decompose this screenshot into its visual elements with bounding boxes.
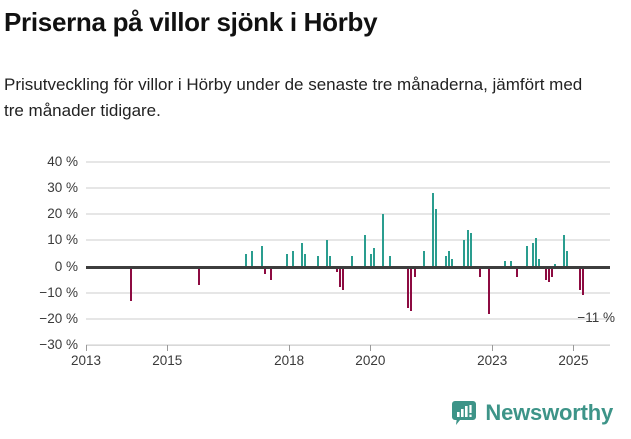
bar	[301, 243, 304, 267]
bar	[563, 235, 566, 267]
last-value-annotation: −11 %	[577, 310, 615, 325]
bar	[245, 253, 248, 267]
x-axis-tick	[573, 345, 575, 351]
x-axis-tick	[370, 345, 372, 351]
x-axis-tick-label: 2020	[355, 353, 386, 368]
bar	[578, 266, 581, 291]
y-axis-tick-label: 30 %	[47, 180, 78, 196]
x-axis-tick-label: 2025	[558, 353, 589, 368]
gridline	[86, 161, 610, 163]
bar	[326, 240, 329, 267]
bar	[488, 266, 491, 314]
x-axis-tick	[492, 345, 494, 351]
bar	[553, 263, 556, 267]
bar	[260, 245, 263, 267]
bar	[407, 266, 410, 309]
bar	[338, 266, 341, 288]
bar	[432, 193, 435, 267]
gridline	[86, 187, 610, 190]
bar	[251, 250, 254, 267]
bar	[566, 250, 569, 267]
bar-series	[86, 162, 610, 345]
bar	[270, 266, 273, 280]
x-axis-tick	[86, 345, 87, 351]
bar-chart: 40 % 30 % 20 % 10 % 0 % −10 % −20 % −30 % 2013 2…	[0, 150, 631, 368]
bar	[538, 258, 541, 267]
bar	[335, 266, 338, 272]
bar	[304, 253, 307, 267]
bar	[422, 250, 425, 267]
bar	[463, 240, 466, 267]
x-axis-tick-label: 2015	[152, 353, 183, 368]
bar	[479, 266, 481, 278]
y-axis-labels: 40 % 30 % 20 % 10 % 0 % −10 % −20 % −30 %	[0, 155, 78, 352]
x-axis-line	[86, 345, 610, 346]
bar	[544, 266, 547, 280]
bar	[198, 266, 201, 285]
gridline	[86, 291, 610, 294]
page-title: Priserna på villor sjönk i Hörby	[4, 7, 378, 37]
bar	[329, 256, 332, 267]
y-axis-tick-label: 20 %	[47, 206, 78, 222]
bar	[372, 248, 375, 267]
x-axis-tick-label: 2018	[274, 353, 305, 368]
zero-axis-line	[86, 265, 610, 269]
bar	[263, 266, 266, 275]
bar	[547, 266, 550, 283]
bar	[450, 258, 453, 267]
bar	[291, 250, 294, 267]
footer: Newsworthy	[0, 396, 631, 439]
bar	[550, 266, 553, 278]
bar	[363, 235, 366, 267]
y-axis-tick-label: −10 %	[39, 284, 78, 300]
newsworthy-logo[interactable]: Newsworthy	[451, 400, 613, 426]
x-axis-tick	[289, 345, 291, 351]
bar	[466, 229, 469, 267]
bar	[525, 245, 528, 267]
y-axis-tick-label: −20 %	[39, 310, 78, 326]
bar	[316, 256, 319, 267]
y-axis-tick-label: 40 %	[47, 154, 78, 169]
x-axis-tick	[167, 345, 169, 351]
page-subtitle: Prisutveckling för villor i Hörby under …	[4, 75, 583, 120]
bar	[435, 209, 438, 267]
bar	[510, 261, 513, 267]
bar	[516, 266, 519, 278]
bar	[469, 232, 472, 267]
x-axis-tick-label: 2013	[70, 353, 102, 368]
bar	[369, 253, 372, 267]
bar	[341, 266, 344, 291]
bar	[382, 214, 385, 267]
bar	[410, 266, 413, 311]
bar	[447, 250, 450, 267]
gridline	[86, 239, 610, 242]
bar	[129, 266, 132, 301]
bar	[444, 256, 447, 267]
logo-text: Newsworthy	[485, 400, 613, 425]
bar	[581, 266, 584, 296]
bar	[532, 243, 535, 267]
x-axis: 2013 2015 2018 2020 2023 2025	[71, 345, 610, 375]
bar	[388, 256, 391, 267]
bar	[535, 237, 538, 267]
bar	[413, 266, 416, 278]
bar	[351, 256, 354, 267]
plot-area	[86, 161, 610, 346]
y-axis-tick-label: 0 %	[54, 258, 78, 274]
gridline	[86, 317, 610, 320]
bar	[285, 253, 288, 267]
y-axis-tick-label: −30 %	[39, 337, 78, 352]
y-axis-tick-label: 10 %	[47, 232, 78, 248]
x-axis-tick-label: 2023	[477, 353, 508, 368]
bar-chart-bubble-icon	[451, 400, 477, 426]
bar	[503, 261, 506, 267]
gridline	[86, 213, 610, 216]
